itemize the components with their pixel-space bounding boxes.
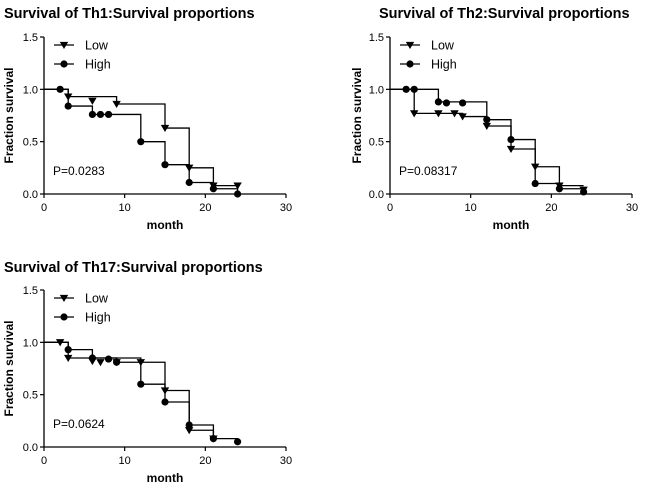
legend-label-high: High: [85, 58, 111, 72]
data-point-high: [402, 85, 410, 93]
p-value-annotation: P=0.0283: [53, 164, 105, 178]
data-point-low: [233, 182, 242, 190]
legend-label-high: High: [431, 58, 457, 72]
data-point-low: [64, 354, 73, 363]
x-axis-label: month: [493, 218, 530, 232]
data-point-low: [482, 122, 491, 130]
data-point-high: [483, 116, 491, 124]
data-point-high: [96, 110, 105, 119]
data-point-low: [450, 110, 459, 118]
data-point-high: [88, 354, 96, 362]
chart-title: Survival of Th17:Survival proportions: [4, 260, 263, 276]
data-point-low: [88, 97, 97, 105]
legend-marker-high: [60, 313, 68, 321]
data-point-low: [458, 113, 467, 121]
data-point-high: [555, 185, 564, 193]
x-tick-label: 0: [41, 202, 47, 214]
y-tick-label: 1.5: [369, 32, 384, 44]
y-axis-label: Fraction survival: [350, 67, 364, 163]
x-tick-label: 30: [626, 202, 638, 214]
data-point-high: [434, 98, 442, 106]
y-tick-label: 0.5: [23, 137, 38, 149]
data-point-high: [185, 421, 193, 429]
legend-marker-high: [60, 60, 68, 68]
data-point-high: [234, 190, 242, 198]
data-point-high: [580, 188, 588, 196]
legend-label-low: Low: [85, 39, 109, 53]
x-tick-label: 10: [119, 202, 131, 214]
chart-title: Survival of Th1:Survival proportions: [4, 6, 255, 22]
data-point-low: [160, 124, 170, 133]
data-point-high: [531, 179, 539, 188]
data-point-low: [96, 359, 105, 367]
y-tick-label: 1.5: [23, 285, 38, 297]
data-point-high: [234, 438, 242, 446]
x-tick-label: 10: [119, 455, 131, 467]
data-point-high: [64, 102, 72, 110]
data-point-high: [137, 380, 145, 388]
legend-label-low: Low: [431, 39, 455, 53]
x-tick-label: 0: [41, 455, 47, 467]
y-tick-label: 1.5: [23, 32, 38, 44]
x-axis-label: month: [147, 218, 184, 232]
x-tick-label: 20: [545, 202, 557, 214]
data-point-low: [434, 110, 443, 118]
data-point-high: [185, 178, 193, 187]
data-point-low: [506, 145, 516, 153]
data-point-high: [507, 135, 515, 144]
y-tick-label: 0.0: [23, 442, 38, 454]
x-tick-label: 20: [199, 455, 211, 467]
data-point-high: [113, 358, 121, 366]
data-point-high: [459, 99, 467, 107]
x-tick-label: 0: [387, 202, 393, 214]
chart-title: Survival of Th2:Survival proportions: [379, 6, 630, 22]
data-point-low: [185, 427, 194, 435]
y-tick-label: 1.0: [23, 84, 38, 96]
legend-label-low: Low: [85, 292, 109, 306]
data-point-low: [112, 100, 121, 108]
series-line-low: [390, 88, 584, 187]
survival-chart-3: Survival of Th17:Survival proportions 0.0…: [2, 260, 292, 485]
p-value-annotation: P=0.08317: [399, 164, 458, 178]
data-point-high: [56, 85, 64, 93]
data-point-high: [104, 110, 113, 119]
data-point-high: [161, 161, 169, 169]
data-point-high: [410, 85, 418, 93]
x-tick-label: 20: [199, 202, 211, 214]
data-point-high: [209, 435, 217, 443]
y-axis-label: Fraction survival: [2, 67, 16, 163]
y-tick-label: 0.5: [369, 137, 384, 149]
p-value-annotation: P=0.0624: [53, 417, 105, 431]
data-point-low: [410, 110, 419, 118]
series-line-high: [44, 341, 239, 442]
y-tick-label: 1.0: [23, 337, 38, 349]
data-point-high: [64, 346, 72, 354]
y-tick-label: 0.0: [23, 189, 38, 201]
data-point-high: [442, 99, 451, 107]
legend-marker-low: [405, 41, 415, 49]
data-point-high: [137, 138, 145, 146]
legend-marker-low: [59, 41, 69, 49]
x-axis-label: month: [147, 471, 184, 485]
data-point-high: [209, 185, 217, 193]
x-tick-label: 30: [280, 455, 292, 467]
legend-label-high: High: [85, 311, 111, 325]
survival-chart-1: Survival of Th1:Survival proportions0.00…: [2, 6, 292, 232]
x-tick-label: 30: [280, 202, 292, 214]
y-tick-label: 0.0: [369, 189, 384, 201]
legend-marker-high: [406, 60, 414, 68]
data-point-high: [104, 355, 113, 363]
legend-marker-low: [59, 294, 69, 302]
y-tick-label: 1.0: [369, 84, 384, 96]
y-tick-label: 0.5: [23, 390, 38, 402]
survival-chart-2: Survival of Th2:Survival proportions0.00…: [350, 6, 638, 232]
data-point-high: [88, 110, 96, 119]
data-point-high: [161, 398, 169, 406]
y-axis-label: Fraction survival: [2, 320, 16, 416]
x-tick-label: 10: [465, 202, 477, 214]
